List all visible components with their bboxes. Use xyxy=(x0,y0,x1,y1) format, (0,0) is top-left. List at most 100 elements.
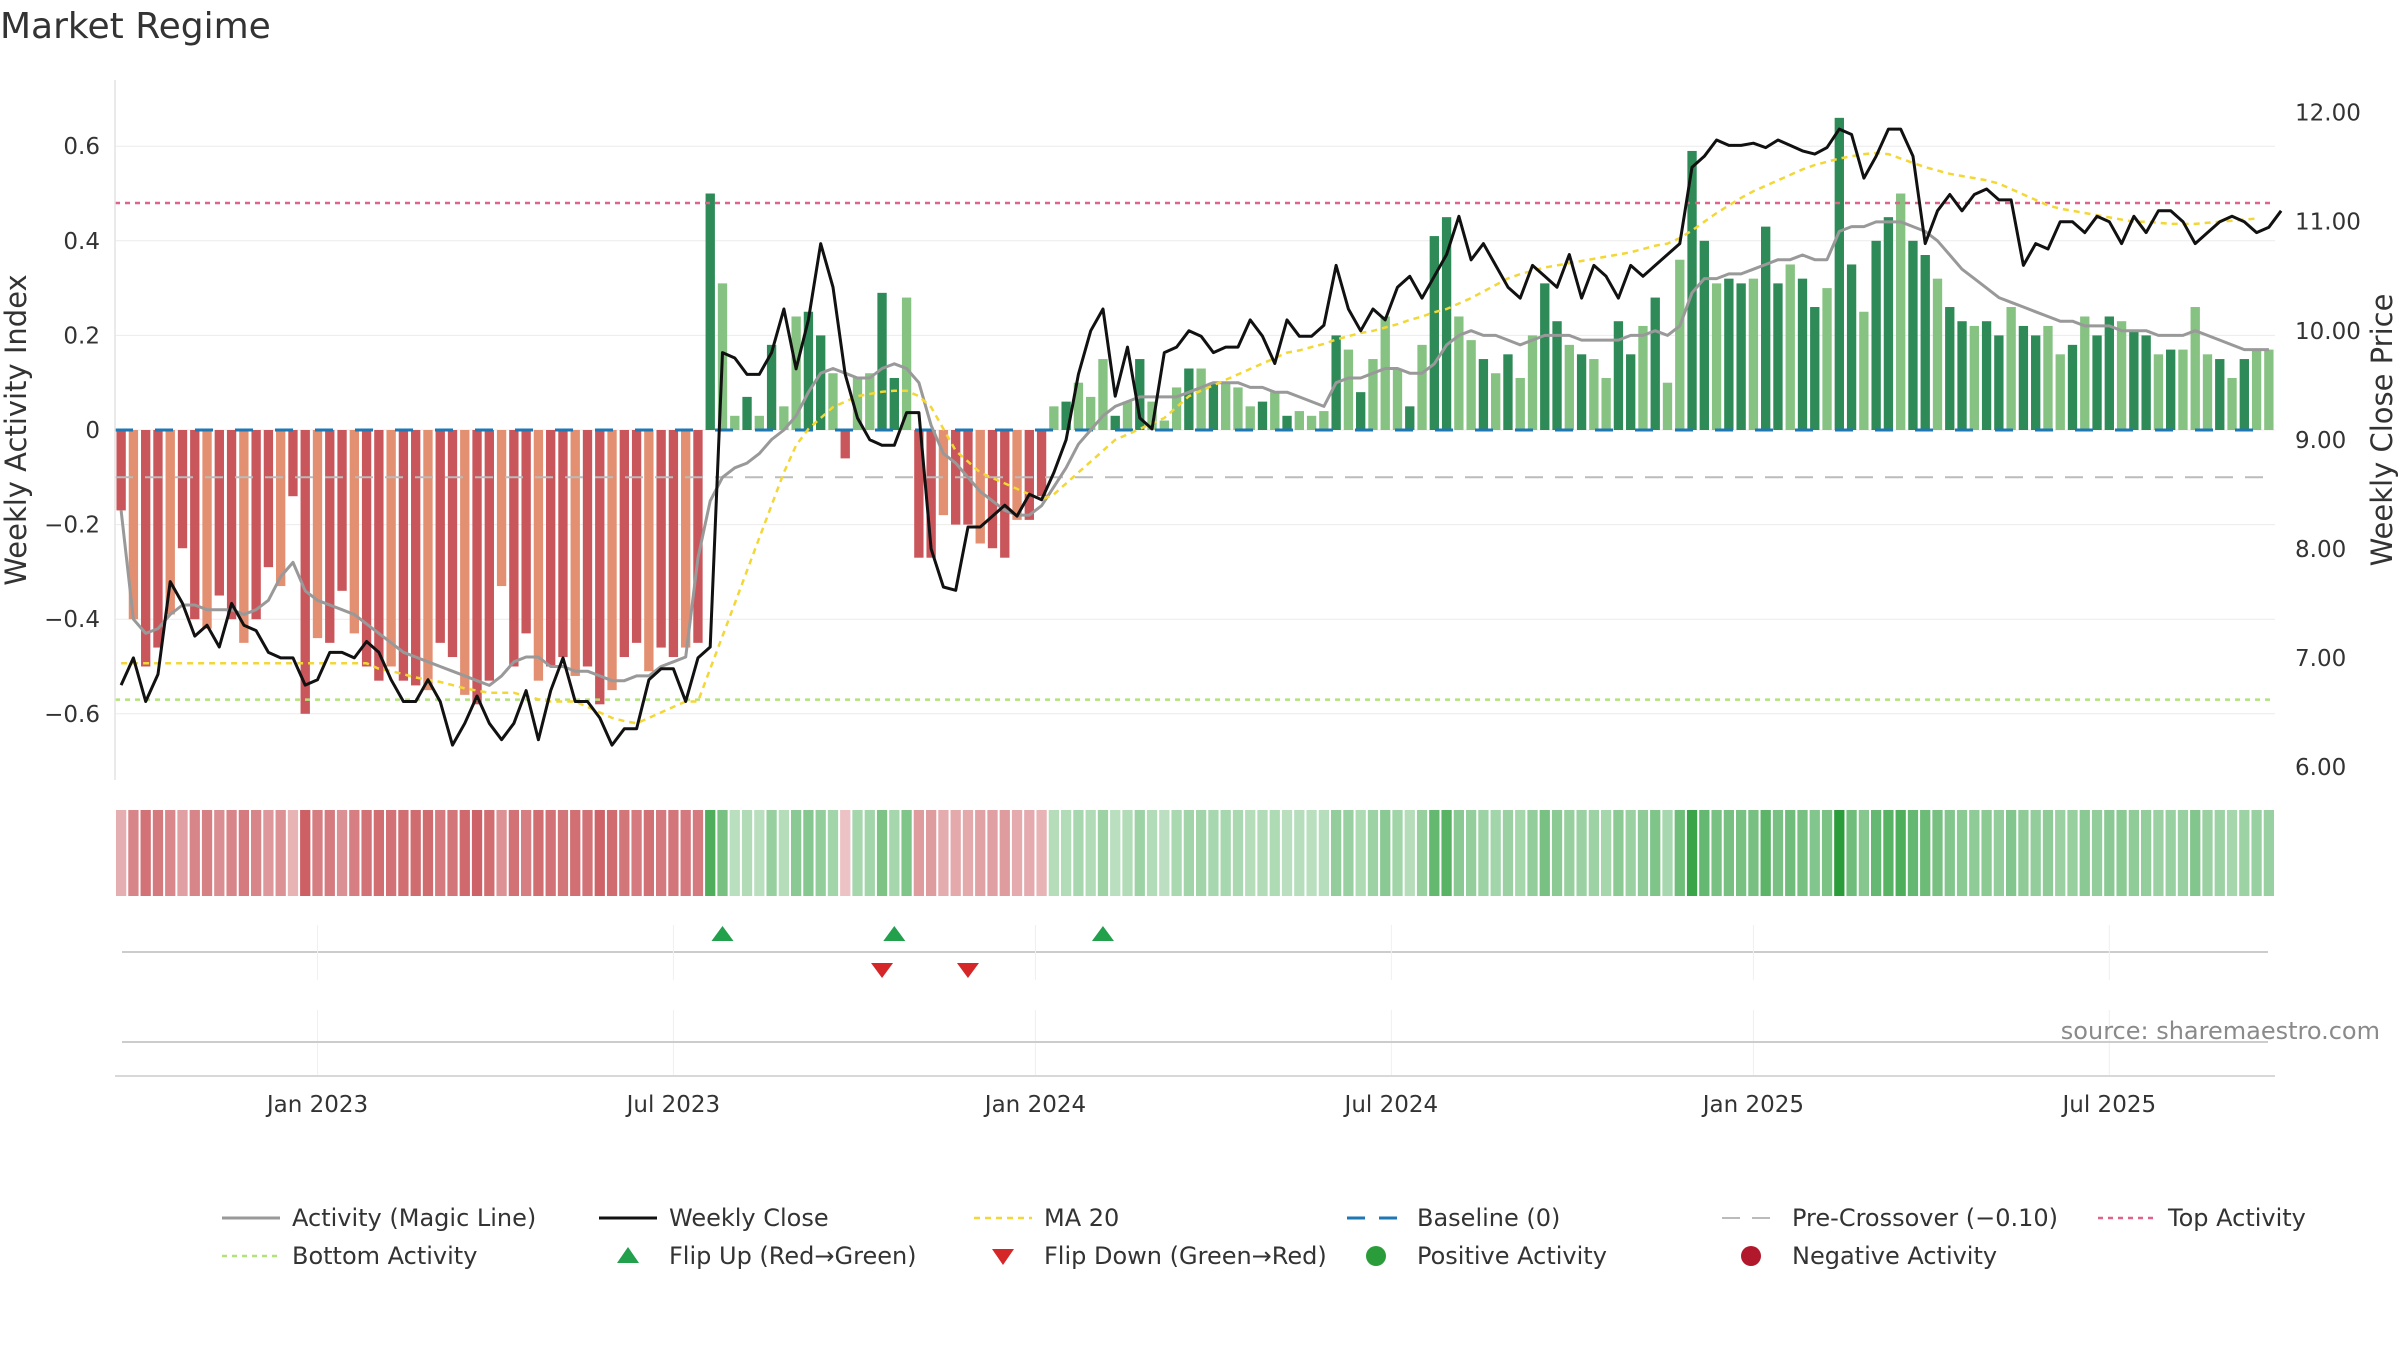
activity-bar xyxy=(1159,420,1169,430)
activity-bar xyxy=(1552,321,1562,430)
activity-bar xyxy=(2251,349,2262,430)
regime-cell xyxy=(2128,810,2139,896)
activity-bar xyxy=(1908,240,1918,430)
activity-bar xyxy=(1073,382,1084,430)
activity-bar xyxy=(1626,354,1636,430)
regime-cell xyxy=(533,810,544,896)
activity-bar xyxy=(1576,354,1587,430)
activity-bar xyxy=(202,430,212,629)
regime-cell xyxy=(1736,810,1747,896)
regime-cell xyxy=(999,810,1010,896)
y2-tick-label: 9.00 xyxy=(2295,428,2346,454)
activity-bar xyxy=(656,430,666,648)
regime-cell xyxy=(447,810,458,896)
series-lines xyxy=(115,127,2283,747)
activity-bar xyxy=(1515,377,1525,430)
activity-bar xyxy=(668,430,679,658)
regime-cell xyxy=(152,810,164,896)
activity-bar xyxy=(1036,430,1047,497)
regime-cell xyxy=(901,810,912,896)
regime-cell xyxy=(177,810,188,896)
regime-cell xyxy=(1551,810,1563,896)
activity-bar xyxy=(2031,335,2041,430)
legend-label: Bottom Activity xyxy=(292,1242,477,1270)
regime-cell xyxy=(1048,810,1059,896)
activity-bar xyxy=(2104,316,2114,430)
activity-bar xyxy=(1086,396,1096,430)
activity-bar xyxy=(2116,321,2127,430)
activity-bar xyxy=(2129,330,2139,430)
legend-swatch xyxy=(1741,1246,1761,1266)
regime-cell xyxy=(1196,810,1207,896)
activity-bar xyxy=(1441,217,1452,430)
activity-bar xyxy=(288,430,298,497)
activity-bar xyxy=(312,430,323,639)
weekly-close-line xyxy=(119,127,2283,747)
legend-label: Activity (Magic Line) xyxy=(292,1204,536,1232)
activity-bar xyxy=(1846,264,1857,430)
regime-cell xyxy=(1061,810,1072,896)
activity-bar xyxy=(644,430,654,672)
activity-bar xyxy=(607,430,617,691)
regime-cell xyxy=(1650,810,1661,896)
regime-cell xyxy=(2055,810,2066,896)
activity-bar xyxy=(276,430,286,587)
regime-cell xyxy=(2042,810,2054,896)
activity-bar xyxy=(300,430,310,714)
legend: Activity (Magic Line) Weekly Close MA 20 Ba… xyxy=(222,1204,2306,1270)
activity-bar xyxy=(840,430,850,459)
regime-cell xyxy=(1613,810,1624,896)
y-tick-label: 0.6 xyxy=(63,134,100,160)
regime-cell xyxy=(2177,810,2189,896)
regime-cell xyxy=(2018,810,2029,896)
regime-cell xyxy=(1281,810,1293,896)
regime-cell xyxy=(1294,810,1305,896)
legend-label: Positive Activity xyxy=(1417,1242,1607,1270)
activity-bar xyxy=(1306,415,1317,430)
activity-bar xyxy=(865,373,875,430)
regime-cell xyxy=(2116,810,2127,896)
regime-cell xyxy=(521,810,532,896)
regime-cell xyxy=(1122,810,1133,896)
regime-cell xyxy=(1367,810,1379,896)
activity-bar xyxy=(1711,283,1722,430)
regime-cell xyxy=(349,810,360,896)
regime-cell xyxy=(2153,810,2164,896)
regime-cell xyxy=(1662,810,1673,896)
regime-cell xyxy=(1809,810,1820,896)
regime-cell xyxy=(1146,810,1158,896)
regime-cell xyxy=(2030,810,2041,896)
regime-cell xyxy=(361,810,372,896)
flip-markers-panel xyxy=(122,925,2268,980)
legend-item-baseline: Baseline (0) xyxy=(1347,1204,1560,1232)
activity-bar xyxy=(2215,359,2225,430)
activity-bar xyxy=(1896,193,1906,430)
regime-cell xyxy=(1944,810,1955,896)
activity-bar xyxy=(325,430,335,643)
regime-cell xyxy=(1588,810,1599,896)
activity-bar xyxy=(631,430,642,643)
activity-bar xyxy=(1932,278,1943,430)
regime-cell xyxy=(459,810,470,896)
flip-up-marker xyxy=(711,926,734,941)
activity-bar xyxy=(1822,288,1832,430)
legend-item-flipup: Flip Up (Red→Green) xyxy=(617,1242,917,1270)
regime-cell xyxy=(1723,810,1734,896)
activity-bar xyxy=(558,430,568,658)
regime-cell xyxy=(913,810,924,896)
legend-label: Baseline (0) xyxy=(1417,1204,1560,1232)
activity-bar xyxy=(582,430,593,667)
legend-item-top: Top Activity xyxy=(2098,1204,2306,1232)
legend-item-flipdown: Flip Down (Green→Red) xyxy=(992,1242,1327,1270)
activity-bar xyxy=(1454,316,1464,430)
regime-cell xyxy=(827,810,839,896)
activity-bar xyxy=(2006,307,2016,430)
activity-bar xyxy=(484,430,494,681)
activity-bar xyxy=(1184,368,1194,430)
activity-bar xyxy=(1945,307,1955,430)
regime-cell xyxy=(680,810,691,896)
regime-cell xyxy=(1036,810,1047,896)
regime-cell xyxy=(1748,810,1759,896)
regime-cell xyxy=(1220,810,1231,896)
